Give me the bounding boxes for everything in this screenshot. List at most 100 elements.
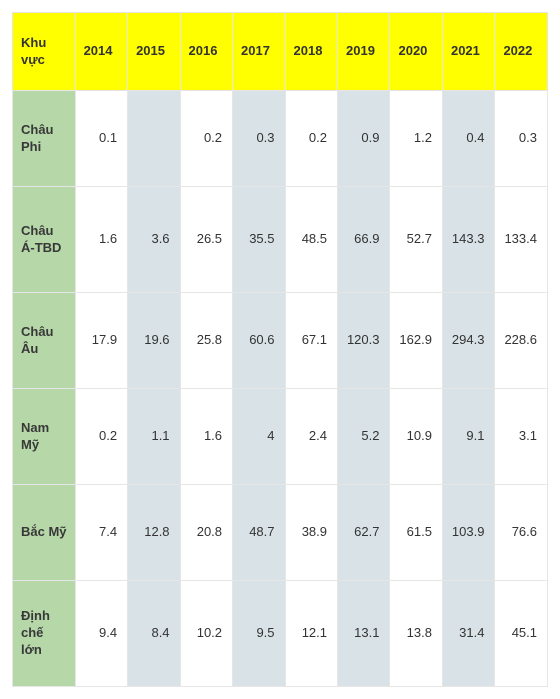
table-cell: 61.5 (390, 485, 442, 581)
table-cell: 38.9 (285, 485, 337, 581)
table-cell: 3.6 (128, 187, 180, 293)
header-year: 2022 (495, 13, 548, 91)
table-cell: 133.4 (495, 187, 548, 293)
table-cell: 9.4 (75, 581, 127, 687)
table-cell: 67.1 (285, 293, 337, 389)
table-cell: 1.6 (75, 187, 127, 293)
table-row: Châu Á-TBD1.63.626.535.548.566.952.7143.… (13, 187, 548, 293)
table-cell-value: 67.1 (286, 324, 337, 357)
table-cell-value: 3.1 (495, 420, 547, 453)
header-year: 2018 (285, 13, 337, 91)
header-year-label: 2020 (390, 33, 441, 70)
table-cell: 5.2 (338, 389, 390, 485)
row-header: Bắc Mỹ (13, 485, 76, 581)
table-cell: 0.2 (285, 91, 337, 187)
table-cell-value: 1.6 (76, 223, 127, 256)
table-cell: 12.1 (285, 581, 337, 687)
row-header: Châu Âu (13, 293, 76, 389)
table-cell: 1.1 (128, 389, 180, 485)
table-cell-value: 26.5 (181, 223, 232, 256)
table-cell-value: 17.9 (76, 324, 127, 357)
table-cell-value: 12.8 (128, 516, 179, 549)
table-cell-value: 0.2 (181, 122, 232, 155)
table-cell-value: 66.9 (338, 223, 389, 256)
table-cell: 17.9 (75, 293, 127, 389)
table-cell-value: 52.7 (390, 223, 441, 256)
header-year-label: 2022 (495, 33, 547, 70)
table-cell: 9.1 (442, 389, 494, 485)
table-cell: 228.6 (495, 293, 548, 389)
header-year-label: 2018 (286, 33, 337, 70)
table-cell-value: 13.1 (338, 617, 389, 650)
header-year-label: 2016 (181, 33, 232, 70)
table-cell: 0.2 (75, 389, 127, 485)
table-cell: 12.8 (128, 485, 180, 581)
table-cell-value: 7.4 (76, 516, 127, 549)
table-cell: 162.9 (390, 293, 442, 389)
table-cell: 143.3 (442, 187, 494, 293)
table-cell-value: 228.6 (495, 324, 547, 357)
table-cell: 0.3 (495, 91, 548, 187)
table-cell: 0.4 (442, 91, 494, 187)
table-cell: 13.1 (338, 581, 390, 687)
table-cell: 13.8 (390, 581, 442, 687)
table-body: Châu Phi0.10.20.30.20.91.20.40.3Châu Á-T… (13, 91, 548, 687)
table-cell-value: 45.1 (495, 617, 547, 650)
table-cell: 76.6 (495, 485, 548, 581)
table-cell-value: 3.6 (128, 223, 179, 256)
header-year-label: 2019 (338, 33, 389, 70)
table-cell-value: 10.2 (181, 617, 232, 650)
table-cell-value: 9.1 (443, 420, 494, 453)
row-header-label: Bắc Mỹ (13, 516, 75, 549)
table-cell: 8.4 (128, 581, 180, 687)
table-cell-value: 0.4 (443, 122, 494, 155)
table-cell-value: 0.9 (338, 122, 389, 155)
table-cell-value: 0.1 (76, 122, 127, 155)
table-cell: 48.7 (233, 485, 285, 581)
table-cell: 52.7 (390, 187, 442, 293)
header-year: 2015 (128, 13, 180, 91)
header-year-label: 2021 (443, 33, 494, 70)
table-cell: 1.6 (180, 389, 232, 485)
row-header-label: Châu Á-TBD (13, 215, 75, 265)
table-cell-value: 294.3 (443, 324, 494, 357)
table-cell: 45.1 (495, 581, 548, 687)
table-cell-value (128, 131, 179, 147)
table-cell-value: 76.6 (495, 516, 547, 549)
header-year: 2017 (233, 13, 285, 91)
row-header: Định chế lớn (13, 581, 76, 687)
row-header: Châu Á-TBD (13, 187, 76, 293)
table-cell-value: 25.8 (181, 324, 232, 357)
table-cell: 0.3 (233, 91, 285, 187)
table-cell-value: 5.2 (338, 420, 389, 453)
row-header: Châu Phi (13, 91, 76, 187)
table-cell: 66.9 (338, 187, 390, 293)
table-cell-value: 61.5 (390, 516, 441, 549)
table-row: Nam Mỹ0.21.11.642.45.210.99.13.1 (13, 389, 548, 485)
header-year-label: 2015 (128, 33, 179, 70)
table-row: Châu Phi0.10.20.30.20.91.20.40.3 (13, 91, 548, 187)
header-year: 2014 (75, 13, 127, 91)
table-cell: 60.6 (233, 293, 285, 389)
table-cell: 26.5 (180, 187, 232, 293)
table-cell-value: 0.3 (233, 122, 284, 155)
table-cell-value: 13.8 (390, 617, 441, 650)
header-year: 2020 (390, 13, 442, 91)
row-header-label: Châu Âu (13, 316, 75, 366)
table-cell: 25.8 (180, 293, 232, 389)
table-cell (128, 91, 180, 187)
table-cell: 62.7 (338, 485, 390, 581)
table-cell-value: 103.9 (443, 516, 494, 549)
table-cell: 9.5 (233, 581, 285, 687)
table-cell: 1.2 (390, 91, 442, 187)
row-header-label: Nam Mỹ (13, 412, 75, 462)
table-cell-value: 4 (233, 420, 284, 453)
table-cell: 20.8 (180, 485, 232, 581)
header-year: 2019 (338, 13, 390, 91)
table-cell: 0.1 (75, 91, 127, 187)
table-cell: 31.4 (442, 581, 494, 687)
header-row: Khu vực 2014 2015 2016 2017 2018 2019 20… (13, 13, 548, 91)
header-year: 2021 (442, 13, 494, 91)
table-cell-value: 35.5 (233, 223, 284, 256)
table-cell-value: 48.7 (233, 516, 284, 549)
